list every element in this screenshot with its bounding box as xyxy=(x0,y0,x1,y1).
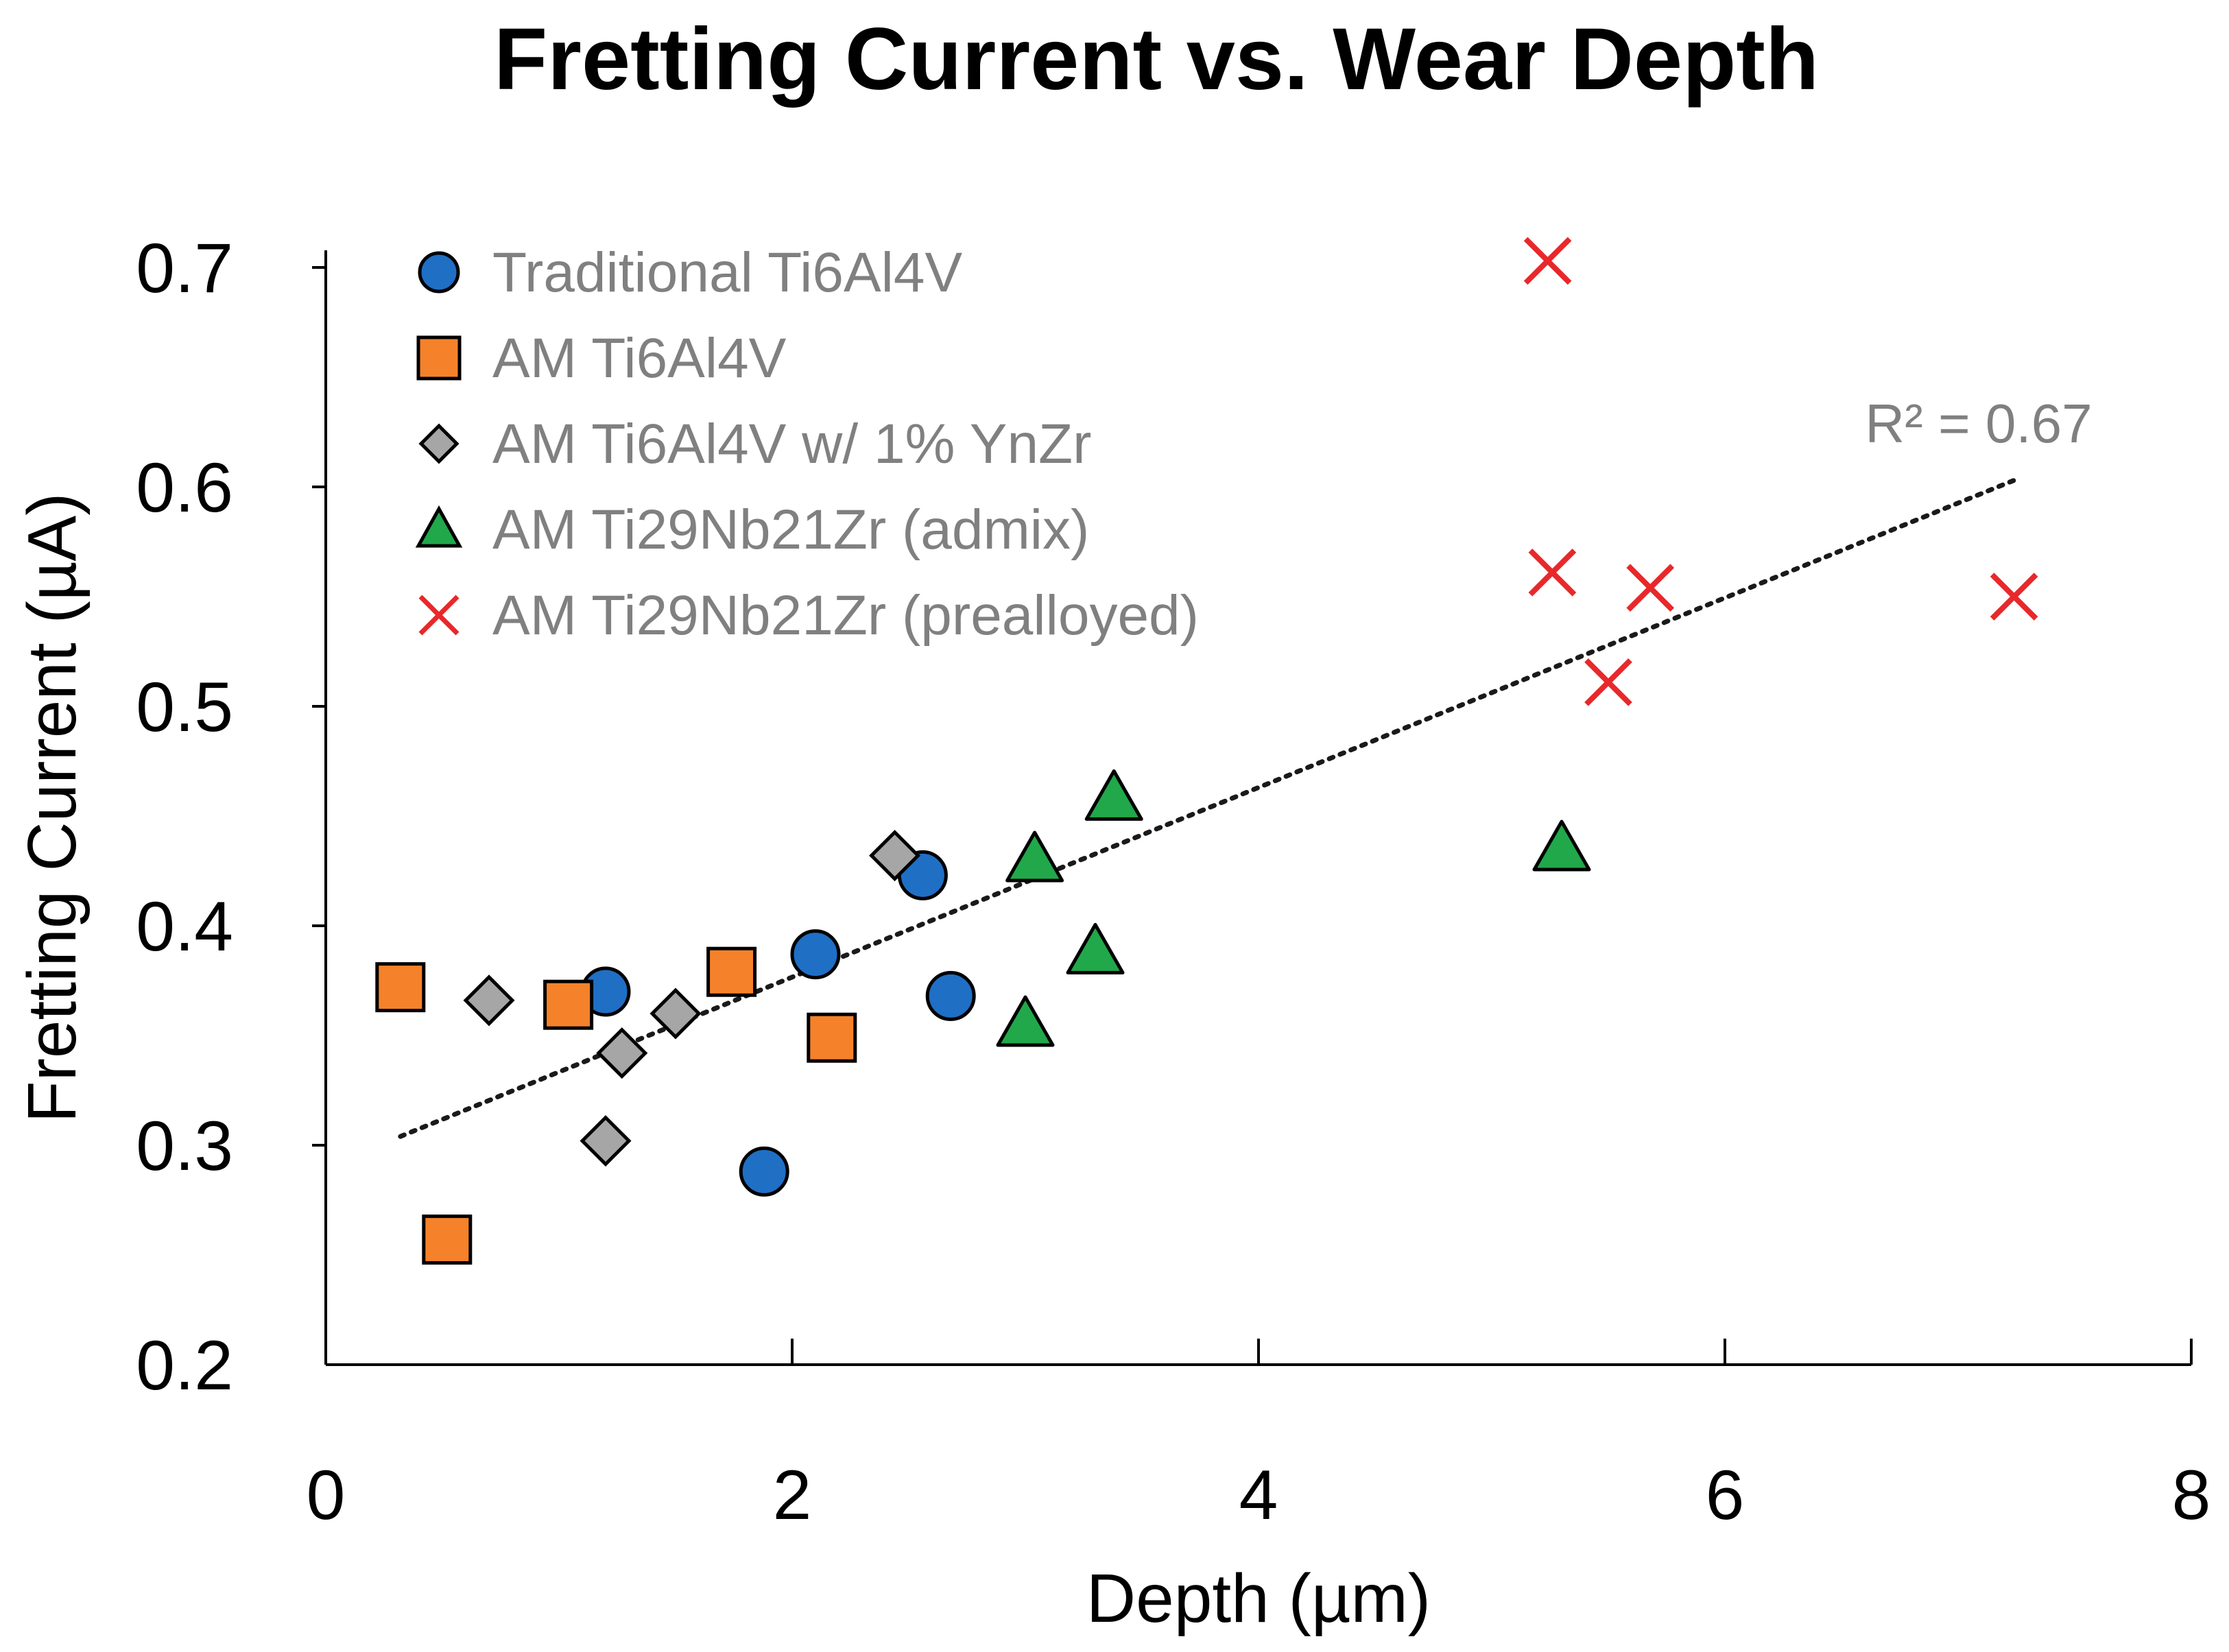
data-point-square xyxy=(706,946,757,997)
chart-title: Fretting Current vs. Wear Depth xyxy=(494,10,1819,108)
x-marker-stroke xyxy=(1990,573,2038,621)
data-point-x xyxy=(1584,658,1632,706)
y-tick-label: 0.3 xyxy=(136,1107,233,1185)
legend-label: AM Ti29Nb21Zr (admix) xyxy=(492,499,1089,561)
x-marker-stroke xyxy=(1626,564,1675,612)
x-axis-label: Depth (µm) xyxy=(1086,1560,1431,1637)
data-point-diamond xyxy=(649,987,702,1040)
data-point-square xyxy=(807,1012,857,1063)
data-point-square xyxy=(543,979,594,1030)
x-tick-label: 6 xyxy=(1706,1456,1745,1534)
y-axis-label: Fretting Current (µA) xyxy=(14,493,91,1123)
x-tick-label: 0 xyxy=(307,1456,346,1534)
data-points xyxy=(375,237,2038,1265)
ticks: 0 2 4 6 8 0.2 0.3 0.4 0.5 0.6 0.7 xyxy=(136,229,2210,1534)
y-tick-label: 0.2 xyxy=(136,1326,233,1404)
legend-item: AM Ti29Nb21Zr (prealloyed) xyxy=(418,584,1199,647)
data-point-triangle xyxy=(1005,830,1064,883)
legend-marker-triangle xyxy=(415,505,463,548)
x-marker-stroke xyxy=(1523,237,1572,285)
legend-item: AM Ti29Nb21Zr (admix) xyxy=(415,499,1089,561)
data-point-triangle xyxy=(1532,819,1591,872)
legend-marker-x xyxy=(418,595,460,636)
data-point-triangle xyxy=(1066,922,1125,974)
legend-label: AM Ti6Al4V xyxy=(492,327,787,390)
legend-label: AM Ti6Al4V w/ 1% YnZr xyxy=(492,413,1091,475)
data-point-diamond xyxy=(869,830,921,882)
series-triangle xyxy=(996,769,1591,1047)
legend: Traditional Ti6Al4V AM Ti6Al4V AM Ti6Al4V … xyxy=(415,241,1199,647)
series-square xyxy=(375,946,857,1265)
data-point-diamond xyxy=(580,1115,632,1167)
trendline-group: R² = 0.67 xyxy=(398,393,2093,1139)
y-tick-label: 0.5 xyxy=(136,668,233,746)
y-tick-label: 0.4 xyxy=(136,887,233,966)
legend-label: Traditional Ti6Al4V xyxy=(492,241,962,304)
data-point-triangle xyxy=(1084,769,1143,821)
x-tick-label: 8 xyxy=(2172,1456,2211,1534)
x-marker-stroke xyxy=(1528,548,1577,597)
data-point-x xyxy=(1990,573,2038,621)
legend-item: AM Ti6Al4V w/ 1% YnZr xyxy=(418,413,1091,475)
legend-item: Traditional Ti6Al4V xyxy=(418,241,962,304)
data-point-circle xyxy=(790,929,841,980)
r2-label: R² = 0.67 xyxy=(1865,393,2092,454)
x-tick-label: 2 xyxy=(773,1456,812,1534)
data-point-x xyxy=(1626,564,1675,612)
series-diamond xyxy=(463,830,921,1167)
legend-marker-diamond xyxy=(418,423,460,464)
legend-marker-square xyxy=(416,335,462,381)
data-point-x xyxy=(1523,237,1572,285)
legend-marker-circle xyxy=(418,251,460,294)
x-tick-label: 4 xyxy=(1239,1456,1278,1534)
data-point-triangle xyxy=(996,995,1055,1047)
data-point-square xyxy=(422,1214,473,1265)
data-point-circle xyxy=(739,1146,789,1197)
data-point-square xyxy=(375,962,426,1013)
y-tick-label: 0.6 xyxy=(136,448,233,527)
series-circle xyxy=(580,850,976,1197)
data-point-diamond xyxy=(463,974,515,1027)
data-point-circle xyxy=(925,970,976,1021)
y-tick-label: 0.7 xyxy=(136,229,233,307)
legend-item: AM Ti6Al4V xyxy=(416,327,787,390)
legend-label: AM Ti29Nb21Zr (prealloyed) xyxy=(492,584,1199,647)
series-x xyxy=(1523,237,2038,706)
data-point-x xyxy=(1528,548,1577,597)
data-point-diamond xyxy=(596,1027,648,1079)
x-marker-stroke xyxy=(1584,658,1632,706)
trendline xyxy=(398,477,2017,1139)
